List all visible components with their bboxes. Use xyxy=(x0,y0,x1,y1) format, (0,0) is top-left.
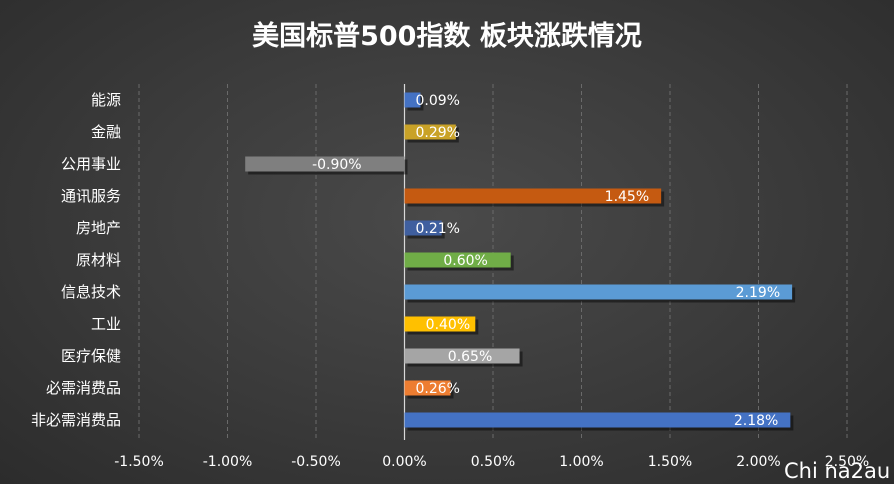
bar xyxy=(404,412,791,428)
x-tick-label: 2.50% xyxy=(825,454,869,470)
watermark: Chi na2au xyxy=(784,459,890,483)
bar xyxy=(404,252,511,268)
bar xyxy=(404,92,421,108)
data-label: 2.18% xyxy=(734,413,778,429)
x-tick-label: 1.00% xyxy=(559,454,603,470)
category-label: 必需消费品 xyxy=(46,379,121,397)
bar xyxy=(245,156,405,172)
x-tick-label: 0.00% xyxy=(382,454,426,470)
data-label: 0.60% xyxy=(443,253,487,269)
data-label: 1.45% xyxy=(605,189,649,205)
bar xyxy=(404,220,442,236)
data-label: 2.19% xyxy=(736,285,780,301)
category-label: 工业 xyxy=(91,315,121,333)
category-label: 房地产 xyxy=(76,219,121,237)
data-label: 0.26% xyxy=(416,381,460,397)
bar xyxy=(404,124,456,140)
bars xyxy=(245,92,796,431)
category-label: 金融 xyxy=(91,123,121,141)
data-label: 0.40% xyxy=(426,317,470,333)
x-axis-ticks: -1.50% -1.00% -0.50% 0.00% 0.50% 1.00% 1.50% 2.… xyxy=(114,454,869,470)
x-tick-label: -1.00% xyxy=(203,454,253,470)
category-label: 医疗保健 xyxy=(61,347,121,365)
bar xyxy=(404,284,793,300)
data-label: -0.90% xyxy=(312,157,362,173)
category-label: 原材料 xyxy=(76,251,121,269)
x-tick-label: -1.50% xyxy=(114,454,164,470)
x-tick-label: 0.50% xyxy=(471,454,515,470)
x-tick-label: 2.00% xyxy=(736,454,780,470)
category-label: 信息技术 xyxy=(61,283,121,301)
category-label: 公用事业 xyxy=(61,155,121,173)
x-tick-label: 1.50% xyxy=(648,454,692,470)
x-tick-label: -0.50% xyxy=(291,454,341,470)
bar xyxy=(404,348,520,364)
data-label: 0.65% xyxy=(448,349,492,365)
category-label: 通讯服务 xyxy=(61,187,121,205)
category-label: 能源 xyxy=(91,91,121,109)
chart-title: 美国标普500指数 板块涨跌情况 xyxy=(252,20,642,52)
data-labels: 0.09% 0.29% -0.90% 1.45% 0.21% 0.60% 2.19% 0.40… xyxy=(312,93,780,429)
bar xyxy=(404,188,662,204)
data-label: 0.21% xyxy=(416,221,460,237)
category-label: 非必需消费品 xyxy=(31,411,121,429)
bar xyxy=(404,316,476,332)
data-label: 0.09% xyxy=(416,93,460,109)
bar xyxy=(404,380,451,396)
data-label: 0.29% xyxy=(416,125,460,141)
